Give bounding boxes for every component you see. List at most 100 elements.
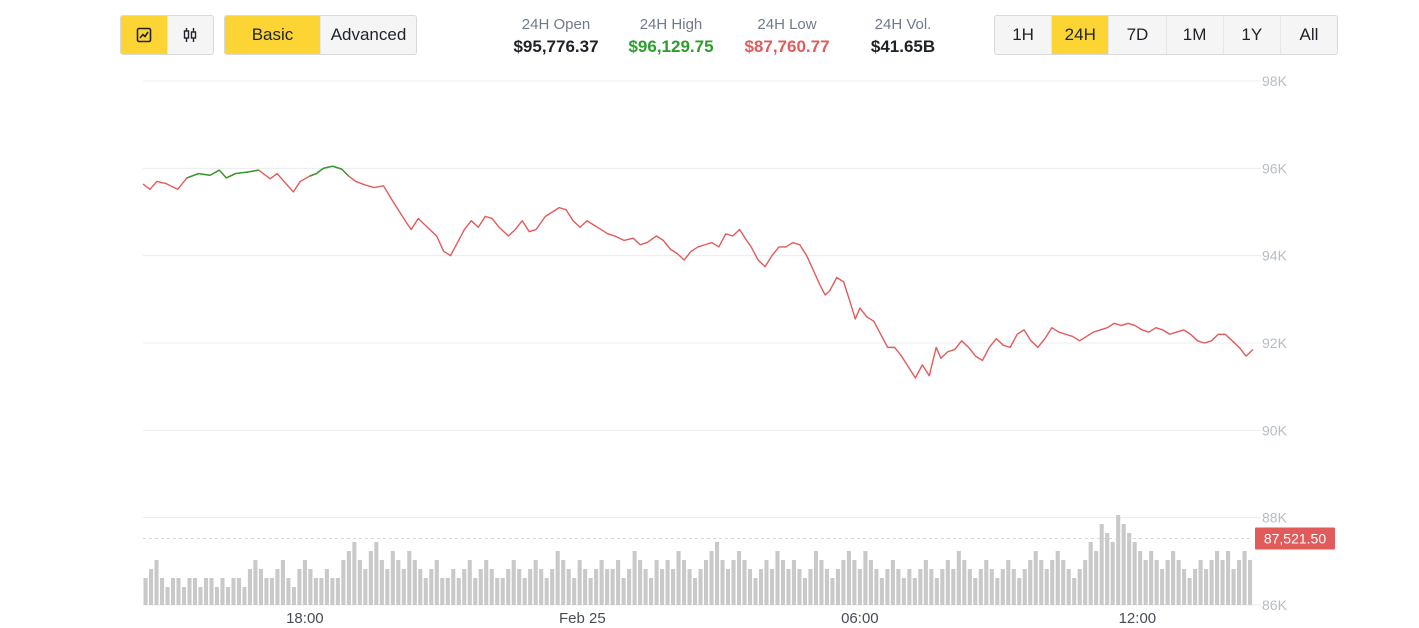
volume-bar bbox=[511, 560, 516, 605]
volume-bar bbox=[181, 587, 187, 605]
volume-bar bbox=[984, 560, 989, 605]
volume-bar bbox=[808, 569, 813, 605]
volume-bar bbox=[1198, 560, 1203, 605]
chart-type-toggle bbox=[120, 15, 214, 55]
volume-bar bbox=[412, 560, 417, 605]
volume-bar bbox=[1110, 542, 1115, 605]
volume-bar bbox=[555, 551, 560, 605]
volume-bar bbox=[258, 569, 263, 605]
range-button-1m[interactable]: 1M bbox=[1165, 16, 1223, 54]
volume-bar bbox=[225, 587, 231, 605]
volume-bar bbox=[967, 569, 972, 605]
volume-bar bbox=[539, 569, 544, 605]
volume-bar bbox=[830, 578, 835, 605]
volume-bar bbox=[901, 578, 906, 605]
volume-bar bbox=[951, 569, 956, 605]
volume-bar bbox=[269, 578, 274, 605]
view-mode-toggle: Basic Advanced bbox=[224, 15, 417, 55]
volume-bar bbox=[148, 569, 154, 605]
advanced-mode-button[interactable]: Advanced bbox=[320, 16, 416, 54]
volume-bar bbox=[753, 578, 758, 605]
volume-bar bbox=[440, 578, 445, 605]
price-line-up-segment bbox=[316, 167, 324, 175]
volume-bar bbox=[495, 578, 500, 605]
stat-high-value: $96,129.75 bbox=[628, 37, 714, 56]
y-tick-label: 96K bbox=[1262, 160, 1288, 176]
volume-bar bbox=[352, 542, 357, 605]
volume-bar bbox=[1138, 551, 1143, 605]
range-button-7d[interactable]: 7D bbox=[1108, 16, 1166, 54]
range-button-1h[interactable]: 1H bbox=[995, 16, 1052, 54]
volume-bar bbox=[368, 551, 373, 605]
volume-bar bbox=[214, 587, 220, 605]
volume-bar bbox=[594, 569, 599, 605]
volume-bar bbox=[879, 578, 884, 605]
volume-bar bbox=[1055, 551, 1060, 605]
volume-bar bbox=[643, 569, 648, 605]
range-button-all[interactable]: All bbox=[1279, 16, 1337, 54]
volume-bar bbox=[1033, 551, 1038, 605]
volume-bar bbox=[1006, 560, 1011, 605]
volume-bar bbox=[758, 569, 764, 605]
volume-bar bbox=[731, 560, 736, 605]
volume-bar bbox=[1061, 560, 1066, 605]
x-tick-label: 06:00 bbox=[841, 610, 879, 627]
volume-bar bbox=[956, 551, 961, 605]
volume-bar bbox=[775, 551, 780, 605]
volume-bar bbox=[616, 560, 621, 605]
volume-bar bbox=[1149, 551, 1154, 605]
volume-bar bbox=[923, 560, 928, 605]
volume-bar bbox=[841, 560, 846, 605]
stat-high-label: 24H High bbox=[639, 16, 703, 33]
volume-bar bbox=[714, 542, 720, 605]
volume-bar bbox=[236, 578, 242, 605]
price-line-up-segment bbox=[309, 172, 317, 177]
range-button-1y[interactable]: 1Y bbox=[1222, 16, 1280, 54]
price-line-up-segment bbox=[235, 171, 250, 175]
volume-bar bbox=[1209, 560, 1214, 605]
candlestick-icon bbox=[184, 28, 197, 42]
volume-bar bbox=[313, 578, 318, 605]
volume-bar bbox=[599, 560, 604, 605]
stat-volume: 24H Vol. $41.65B bbox=[853, 16, 953, 59]
volume-bar bbox=[434, 560, 439, 605]
volume-bar bbox=[1248, 560, 1253, 605]
volume-bar bbox=[890, 560, 895, 605]
stat-open-value: $95,776.37 bbox=[513, 37, 599, 56]
volume-bar bbox=[220, 578, 225, 605]
stat-volume-label: 24H Vol. bbox=[874, 16, 932, 33]
line-chart-button[interactable] bbox=[121, 16, 167, 54]
volume-bar bbox=[170, 578, 176, 605]
x-tick-label: 12:00 bbox=[1119, 610, 1157, 627]
volume-bar bbox=[989, 569, 994, 605]
volume-bar bbox=[764, 560, 769, 605]
volume-bar bbox=[396, 560, 401, 605]
candlestick-button[interactable] bbox=[166, 16, 213, 54]
volume-bar bbox=[275, 569, 280, 605]
volume-bar bbox=[198, 587, 203, 605]
price-line-up-segment bbox=[209, 169, 220, 176]
volume-bar bbox=[544, 578, 549, 605]
volume-bar bbox=[962, 560, 967, 605]
volume-bar bbox=[517, 569, 522, 605]
volume-bar bbox=[445, 578, 450, 605]
volume-bar bbox=[682, 560, 687, 605]
volume-bar bbox=[390, 551, 395, 605]
volume-bar bbox=[143, 578, 148, 605]
volume-bar bbox=[769, 569, 775, 605]
volume-bar bbox=[467, 560, 472, 605]
volume-bar bbox=[324, 569, 329, 605]
volume-bar bbox=[302, 560, 307, 605]
stat-high: 24H High $96,129.75 bbox=[621, 16, 721, 59]
range-button-24h[interactable]: 24H bbox=[1051, 16, 1109, 54]
volume-bar bbox=[462, 569, 467, 605]
volume-bar bbox=[780, 560, 786, 605]
volume-bar bbox=[1182, 569, 1187, 605]
volume-bar bbox=[253, 560, 258, 605]
price-line-up-segment bbox=[341, 168, 350, 177]
volume-bar bbox=[528, 569, 533, 605]
volume-bar bbox=[407, 551, 412, 605]
volume-bar bbox=[1094, 551, 1099, 605]
basic-mode-button[interactable]: Basic bbox=[225, 16, 320, 54]
volume-bar bbox=[907, 569, 912, 605]
